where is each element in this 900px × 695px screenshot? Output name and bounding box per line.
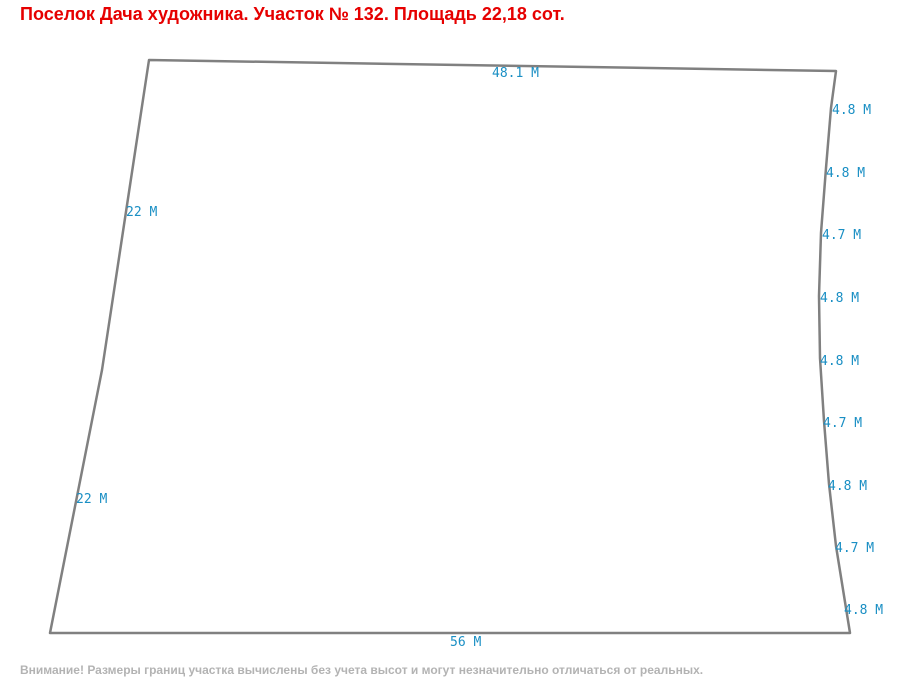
dim-right-4: 4.8 М [820,291,859,306]
dim-left-lower: 22 М [76,492,107,507]
dim-right-1: 4.8 М [832,103,871,118]
dim-right-6: 4.7 М [823,416,862,431]
plot-title: Поселок Дача художника. Участок № 132. П… [20,4,565,24]
dim-right-5: 4.8 М [820,354,859,369]
dim-right-7: 4.8 М [828,479,867,494]
dim-right-8: 4.7 М [835,541,874,556]
dim-top: 48.1 М [492,66,539,81]
dim-bottom: 56 М [450,635,481,650]
disclaimer-note: Внимание! Размеры границ участка вычисле… [20,663,704,677]
dim-right-9: 4.8 М [844,603,883,618]
dim-left-upper: 22 М [126,205,157,220]
dim-right-3: 4.7 М [822,228,861,243]
dim-right-2: 4.8 М [826,166,865,181]
plot-boundary [48,58,852,635]
